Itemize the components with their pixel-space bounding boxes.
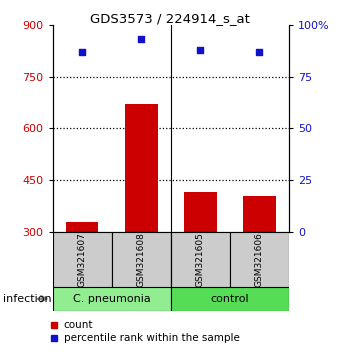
Bar	[53, 287, 171, 311]
Bar	[171, 287, 289, 311]
Text: GDS3573 / 224914_s_at: GDS3573 / 224914_s_at	[90, 12, 250, 25]
Text: C. pneumonia: C. pneumonia	[73, 294, 151, 304]
Bar	[184, 192, 217, 232]
Point	[257, 49, 262, 55]
Bar	[112, 232, 171, 287]
Text: control: control	[210, 294, 249, 304]
Bar	[230, 232, 289, 287]
Bar	[66, 222, 99, 232]
Point	[139, 36, 144, 42]
Point	[198, 47, 203, 52]
Bar	[171, 232, 230, 287]
Text: GSM321607: GSM321607	[78, 232, 87, 287]
Bar	[243, 196, 276, 232]
Point	[80, 49, 85, 55]
Text: GSM321608: GSM321608	[137, 232, 146, 287]
Text: GSM321605: GSM321605	[196, 232, 205, 287]
Bar	[53, 232, 112, 287]
Text: infection: infection	[3, 294, 52, 304]
Bar	[125, 104, 157, 232]
Legend: count, percentile rank within the sample: count, percentile rank within the sample	[46, 316, 244, 348]
Text: GSM321606: GSM321606	[255, 232, 264, 287]
